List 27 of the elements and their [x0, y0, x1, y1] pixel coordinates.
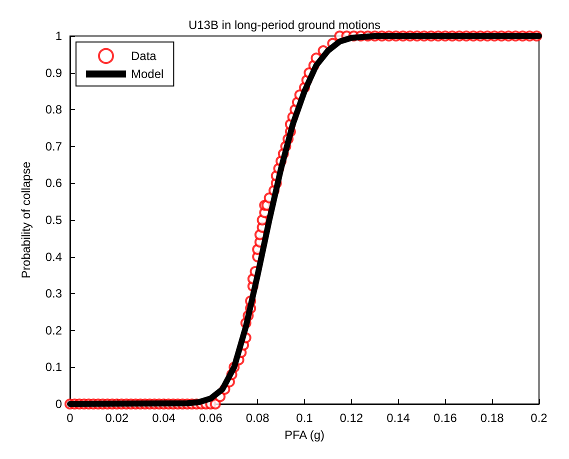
- x-tick-label: 0.08: [246, 411, 270, 425]
- y-tick-label: 0.7: [45, 139, 62, 154]
- x-tick-label: 0.02: [105, 411, 129, 425]
- x-tick-label: 0.14: [386, 411, 410, 425]
- y-tick-label: 0.6: [45, 176, 62, 190]
- x-tick-label: 0.06: [199, 411, 223, 425]
- x-tick-label: 0.16: [434, 411, 458, 425]
- y-tick-label: 1: [55, 29, 62, 43]
- legend-label: Data: [131, 49, 157, 63]
- x-tick-label: 0.12: [340, 411, 364, 425]
- legend-label: Model: [131, 67, 164, 81]
- x-tick-label: 0.18: [480, 411, 504, 425]
- y-tick-label: 0.8: [45, 102, 62, 117]
- y-axis-title: Probability of collapse: [19, 161, 33, 278]
- y-tick-label: 0.5: [45, 213, 62, 227]
- y-tick-label: 0.9: [45, 66, 62, 80]
- x-tick-label: 0.2: [530, 411, 548, 425]
- y-tick-label: 0.2: [45, 323, 62, 338]
- y-tick-label: 0.4: [45, 250, 62, 264]
- y-tick-label: 0.3: [45, 286, 62, 301]
- x-tick-label: 0.1: [296, 411, 314, 425]
- y-tick-label: 0: [55, 397, 62, 411]
- x-tick-label: 0: [66, 411, 74, 425]
- x-axis-title: PFA (g): [284, 428, 325, 442]
- chart-title: U13B in long-period ground motions: [188, 18, 381, 32]
- y-tick-label: 0.1: [45, 360, 62, 374]
- x-tick-label: 0.04: [152, 411, 176, 425]
